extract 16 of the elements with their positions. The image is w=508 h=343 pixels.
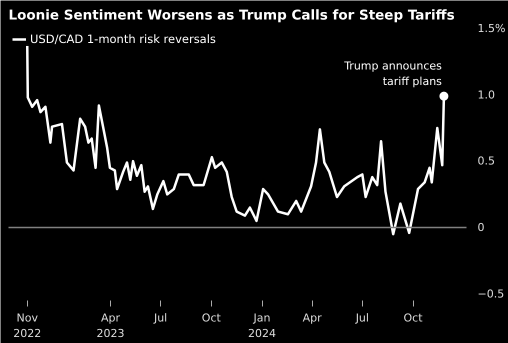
y-tick-label: 0.5 — [478, 154, 495, 168]
y-tick-label: −0.5 — [478, 287, 504, 300]
y-tick-label: 1.5% — [478, 22, 506, 35]
annotation: Trump announces tariff plans — [343, 60, 442, 88]
x-tick-label: Oct — [404, 312, 424, 324]
legend-label: USD/CAD 1-month risk reversals — [30, 32, 216, 46]
x-tick-label: Jan 2024 — [248, 312, 276, 340]
x-tick-label: Apr — [302, 312, 322, 324]
x-tick-label: Oct — [202, 312, 222, 324]
x-tick-label: Apr 2023 — [96, 312, 124, 340]
chart-title: Loonie Sentiment Worsens as Trump Calls for Steep Tariffs — [8, 8, 455, 24]
x-tick-label: Nov 2022 — [13, 312, 42, 340]
y-tick-label: 1.0 — [478, 88, 495, 102]
x-tick-label: Jul — [152, 312, 168, 324]
y-tick-label: 0 — [478, 221, 484, 234]
x-tick-label: Jul — [354, 312, 369, 324]
